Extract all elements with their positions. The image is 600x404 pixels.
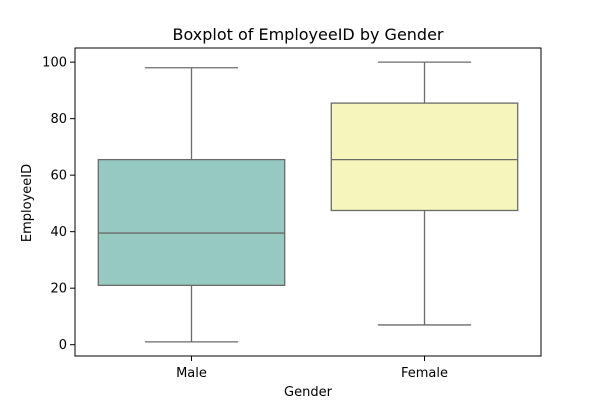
x-tick-label: Male bbox=[176, 366, 207, 381]
y-tick-label: 100 bbox=[42, 56, 67, 71]
y-tick-label: 60 bbox=[50, 169, 67, 184]
y-tick-label: 0 bbox=[59, 338, 67, 353]
y-tick-label: 40 bbox=[50, 225, 67, 240]
y-axis-label: EmployeeID bbox=[20, 164, 35, 242]
x-axis-label: Gender bbox=[284, 385, 333, 400]
box-female bbox=[330, 102, 519, 212]
plot-area: 0 20 40 60 80 100 Male Female bbox=[42, 47, 542, 381]
y-tick-label: 80 bbox=[50, 112, 67, 127]
x-tick-label: Female bbox=[401, 366, 448, 381]
box-male bbox=[97, 158, 286, 287]
axes-frame bbox=[74, 47, 542, 357]
chart-title: Boxplot of EmployeeID by Gender bbox=[172, 25, 443, 44]
y-tick-label: 20 bbox=[50, 282, 67, 297]
